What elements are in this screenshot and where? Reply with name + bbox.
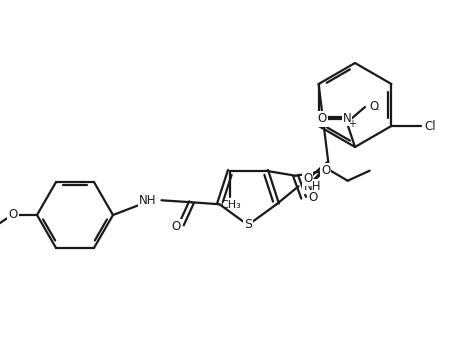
- Text: O: O: [317, 113, 327, 125]
- Text: N: N: [343, 113, 351, 125]
- Text: NH: NH: [303, 180, 321, 193]
- Text: +: +: [348, 119, 356, 129]
- Text: O: O: [172, 220, 181, 233]
- Text: NH: NH: [139, 194, 157, 207]
- Text: O: O: [321, 164, 330, 177]
- Text: O: O: [369, 100, 378, 114]
- Text: S: S: [244, 218, 252, 232]
- Text: O: O: [8, 209, 18, 221]
- Text: O: O: [303, 172, 312, 185]
- Text: CH₃: CH₃: [220, 200, 241, 210]
- Text: ⁻: ⁻: [373, 107, 379, 117]
- Text: Cl: Cl: [425, 120, 436, 132]
- Text: O: O: [308, 191, 318, 204]
